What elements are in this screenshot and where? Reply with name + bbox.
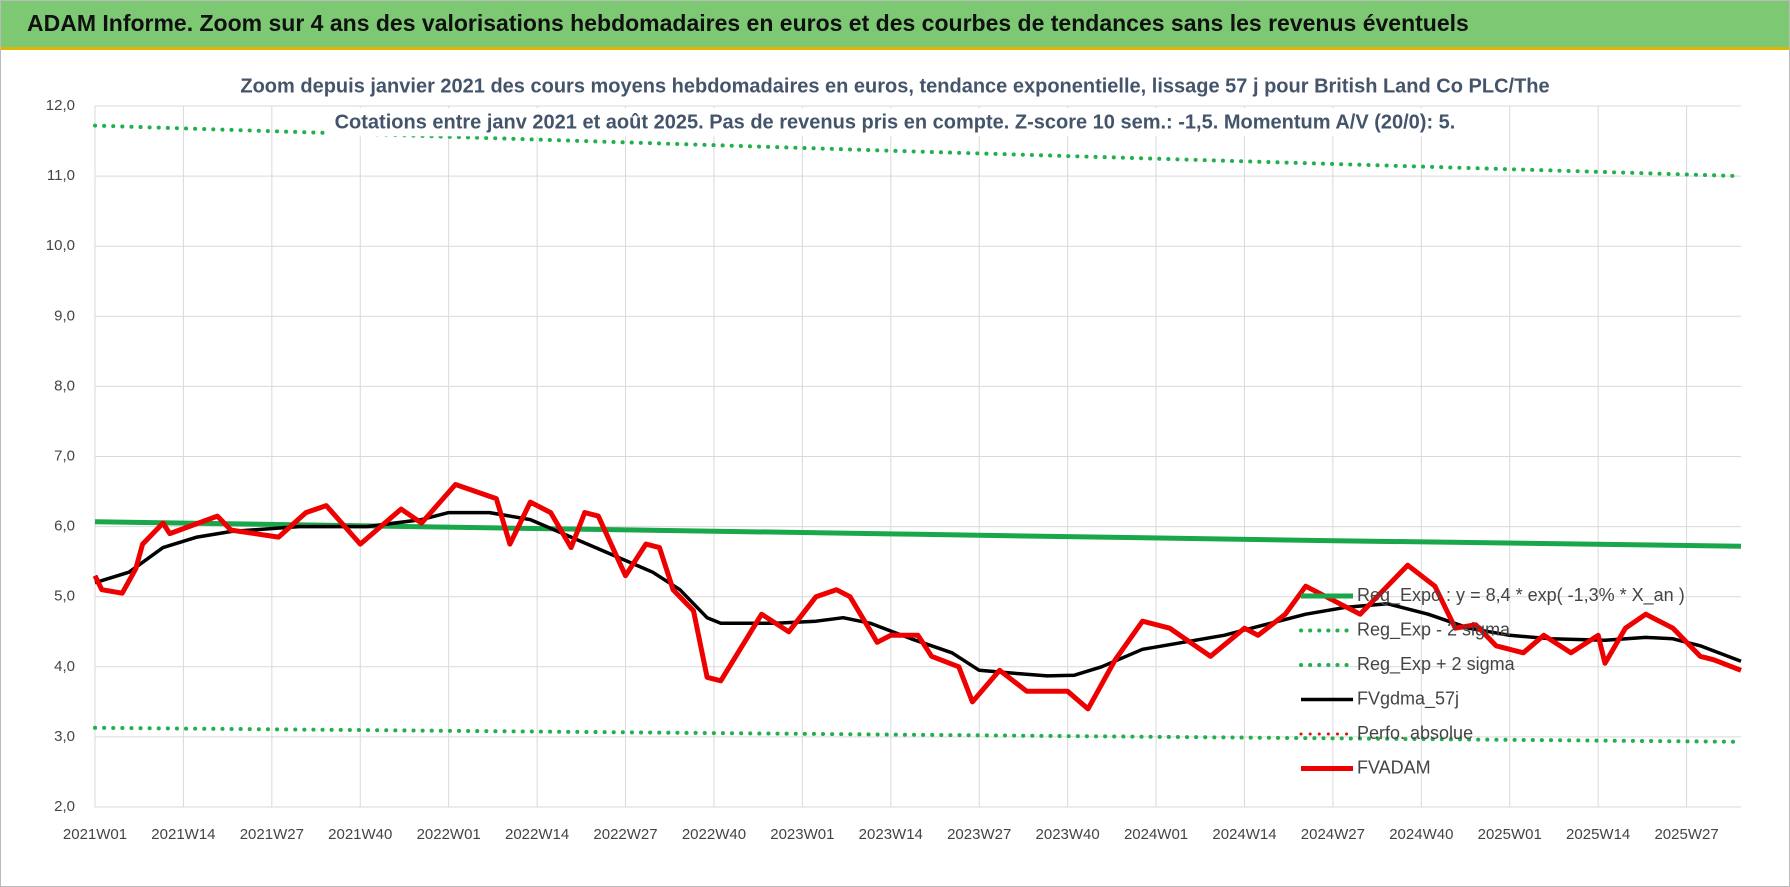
x-tick-label: 2023W27 (947, 826, 1011, 843)
y-tick-label: 5,0 (54, 588, 75, 605)
x-tick-label: 2025W14 (1566, 826, 1630, 843)
x-tick-label: 2025W01 (1478, 826, 1542, 843)
series-line (93, 725, 1743, 744)
y-tick-label: 7,0 (54, 447, 75, 464)
legend-label: Reg_Exp + 2 sigma (1357, 654, 1516, 675)
x-tick-label: 2024W01 (1124, 826, 1188, 843)
title-backing (232, 72, 1558, 101)
x-tick-label: 2023W01 (770, 826, 834, 843)
x-tick-label: 2022W01 (417, 826, 481, 843)
x-tick-label: 2023W14 (859, 826, 923, 843)
chart-title: Zoom depuis janvier 2021 des cours moyen… (240, 75, 1549, 97)
legend-label: FVgdma_57j (1357, 688, 1459, 709)
y-tick-label: 2,0 (54, 798, 75, 815)
x-tick-label: 2021W27 (240, 826, 304, 843)
chart-title-group: Zoom depuis janvier 2021 des cours moyen… (232, 72, 1558, 137)
y-tick-label: 8,0 (54, 377, 75, 394)
x-tick-label: 2022W40 (682, 826, 746, 843)
legend-label: Reg_Exp - 2 sigma (1357, 619, 1511, 640)
y-tick-label: 11,0 (47, 167, 75, 184)
x-tick-label: 2021W14 (151, 826, 215, 843)
x-tick-label: 2022W14 (505, 826, 569, 843)
header-bar: ADAM Informe. Zoom sur 4 ans des valoris… (1, 1, 1789, 50)
chart-subtitle: Cotations entre janv 2021 et août 2025. … (335, 111, 1456, 133)
x-tick-label: 2024W27 (1301, 826, 1365, 843)
x-tick-label: 2023W40 (1036, 826, 1100, 843)
y-tick-label: 10,0 (46, 237, 75, 254)
legend-label: Reg_Expo : y = 8,4 * exp( -1,3% * X_an ) (1357, 585, 1685, 606)
y-tick-label: 9,0 (54, 307, 75, 324)
x-tick-label: 2021W01 (63, 826, 127, 843)
x-tick-label: 2022W27 (593, 826, 657, 843)
y-tick-label: 3,0 (54, 728, 75, 745)
title-backing (326, 108, 1464, 137)
x-tick-label: 2021W40 (328, 826, 392, 843)
y-tick-label: 6,0 (54, 518, 75, 535)
x-tick-label: 2024W14 (1212, 826, 1276, 843)
header-title: ADAM Informe. Zoom sur 4 ans des valoris… (27, 10, 1469, 36)
y-tick-label: 12,0 (46, 97, 75, 114)
x-tick-label: 2025W27 (1654, 826, 1718, 843)
legend-label: Perfo. absolue (1357, 723, 1473, 743)
x-tick-label: 2024W40 (1389, 826, 1453, 843)
legend-label: FVADAM (1357, 757, 1431, 777)
y-tick-label: 4,0 (54, 658, 75, 675)
series-line (92, 482, 1742, 712)
